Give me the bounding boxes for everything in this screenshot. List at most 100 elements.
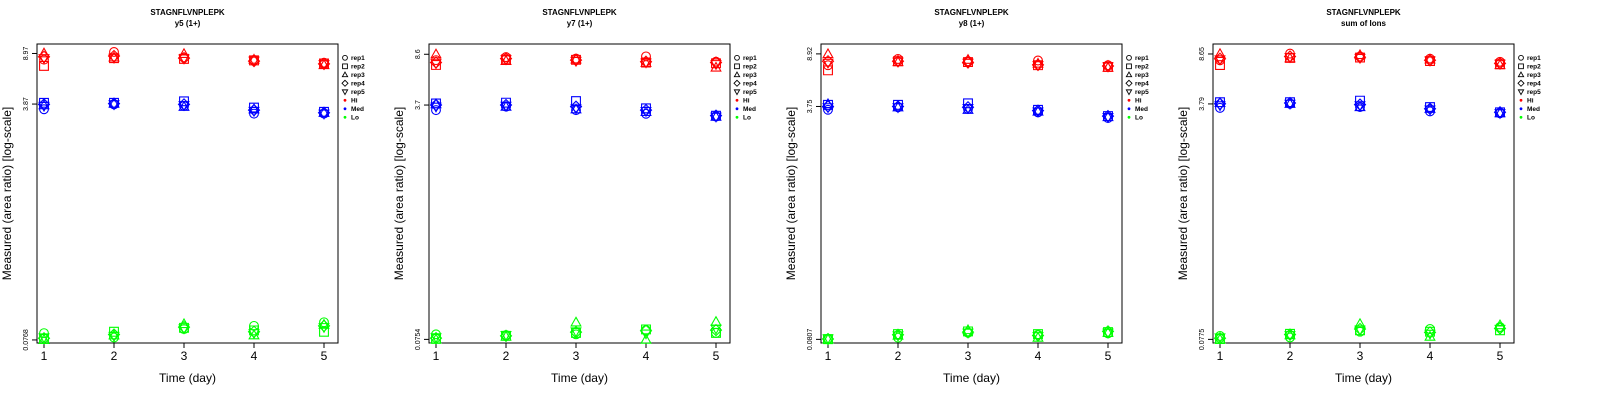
data-point bbox=[109, 47, 119, 57]
data-point bbox=[248, 103, 260, 114]
x-axis-title: Time (day) bbox=[159, 371, 216, 385]
x-axis-title: Time (day) bbox=[551, 371, 608, 385]
x-tick-label: 2 bbox=[111, 349, 118, 363]
data-point bbox=[1284, 99, 1296, 110]
data-point bbox=[108, 97, 120, 108]
legend-dot-Med bbox=[343, 107, 347, 111]
data-point bbox=[892, 331, 904, 342]
legend-label: Hi bbox=[1527, 98, 1534, 105]
data-point bbox=[1354, 101, 1366, 112]
data-point bbox=[1214, 333, 1226, 344]
legend-label: rep3 bbox=[743, 72, 757, 79]
data-point bbox=[178, 47, 190, 59]
chart-panel-1: STAGNFLVNPLEPK y5 (1+) 1 2 3 4 5 Time (day) 0.07… bbox=[0, 8, 365, 385]
data-point bbox=[640, 58, 652, 69]
legend-label: Hi bbox=[743, 98, 750, 105]
y-tick-label: 8.92 bbox=[807, 47, 814, 61]
x-tick-label: 1 bbox=[825, 349, 832, 363]
data-point bbox=[1425, 53, 1435, 64]
data-point bbox=[1284, 331, 1296, 342]
legend-label: Hi bbox=[1135, 98, 1142, 105]
data-point bbox=[570, 53, 582, 64]
data-point bbox=[1102, 328, 1114, 339]
legend-marker-rep4 bbox=[341, 79, 349, 87]
x-tick-label: 1 bbox=[1217, 349, 1224, 363]
y-tick-label: 8.6 bbox=[415, 49, 422, 59]
x-tick-label: 2 bbox=[503, 349, 510, 363]
legend-label: rep2 bbox=[351, 64, 365, 71]
chart-subtitle: y8 (1+) bbox=[959, 19, 985, 28]
legend-dot-Hi bbox=[1519, 98, 1523, 102]
legend-marker-rep4 bbox=[733, 79, 741, 87]
legend-label: Lo bbox=[743, 115, 751, 122]
data-point bbox=[500, 101, 512, 113]
x-tick-label: 4 bbox=[643, 349, 650, 363]
legend-label: rep4 bbox=[1527, 81, 1541, 88]
data-point bbox=[318, 60, 330, 71]
x-tick-label: 4 bbox=[251, 349, 258, 363]
data-point bbox=[318, 106, 330, 117]
legend-label: Med bbox=[743, 106, 756, 113]
legend-dot-Lo bbox=[343, 115, 347, 119]
x-tick-label: 1 bbox=[433, 349, 440, 363]
legend-label: Lo bbox=[1527, 115, 1535, 122]
chart-title: STAGNFLVNPLEPK bbox=[934, 8, 1009, 17]
legend-label: rep1 bbox=[743, 55, 757, 62]
data-point bbox=[1102, 62, 1114, 73]
data-point bbox=[1424, 56, 1436, 67]
data-point bbox=[500, 330, 512, 342]
plot-frame bbox=[1212, 43, 1515, 344]
data-point bbox=[1102, 110, 1114, 122]
legend-label: Med bbox=[1135, 106, 1148, 113]
y-tick-label: 3.79 bbox=[1199, 97, 1206, 111]
data-point bbox=[1032, 61, 1044, 72]
data-point bbox=[248, 329, 260, 340]
legend-label: Med bbox=[351, 106, 364, 113]
legend-label: rep4 bbox=[1135, 81, 1149, 88]
chart-subtitle: sum of Ions bbox=[1341, 19, 1386, 28]
data-point bbox=[431, 105, 441, 116]
data-point bbox=[430, 59, 442, 70]
legend-marker-rep2 bbox=[1518, 63, 1524, 70]
legend-label: Hi bbox=[351, 98, 358, 105]
data-point bbox=[640, 333, 652, 344]
data-point bbox=[892, 55, 904, 67]
chart-subtitle: y7 (1+) bbox=[567, 19, 593, 28]
legend-dot-Hi bbox=[1127, 98, 1131, 102]
data-point bbox=[1494, 324, 1506, 336]
data-point bbox=[1214, 55, 1226, 66]
data-point bbox=[640, 56, 652, 67]
data-point bbox=[1032, 105, 1044, 116]
y-tick-label: 0.0775 bbox=[1199, 329, 1206, 351]
legend-label: rep3 bbox=[351, 72, 365, 79]
legend-marker-rep3 bbox=[1125, 71, 1133, 78]
data-point bbox=[431, 60, 441, 70]
legend-label: rep5 bbox=[1527, 89, 1541, 96]
chart-title: STAGNFLVNPLEPK bbox=[542, 8, 617, 17]
legend-marker-rep4 bbox=[1517, 79, 1525, 87]
data-point bbox=[38, 333, 50, 344]
data-point bbox=[318, 323, 330, 334]
legend-marker-rep5 bbox=[1125, 89, 1133, 96]
legend-marker-rep1 bbox=[734, 54, 740, 61]
data-point bbox=[822, 103, 834, 114]
data-point bbox=[822, 58, 834, 69]
chart-title: STAGNFLVNPLEPK bbox=[150, 8, 225, 17]
legend-label: rep2 bbox=[743, 64, 757, 71]
y-tick-label: 0.0754 bbox=[415, 329, 422, 351]
legend-label: rep5 bbox=[351, 89, 365, 96]
data-point bbox=[641, 51, 651, 62]
x-tick-label: 5 bbox=[713, 349, 720, 363]
legend-marker-rep5 bbox=[341, 89, 349, 96]
data-point bbox=[39, 328, 49, 339]
data-point bbox=[570, 316, 582, 327]
data-point bbox=[248, 53, 260, 64]
legend-dot-Lo bbox=[1519, 115, 1523, 119]
x-tick-label: 3 bbox=[1357, 349, 1364, 363]
y-axis-title: Measured (area ratio) [log-scale] bbox=[0, 107, 14, 280]
data-point bbox=[1424, 53, 1436, 64]
data-point bbox=[1214, 47, 1226, 59]
data-point bbox=[1354, 53, 1366, 65]
legend-label: rep4 bbox=[351, 81, 365, 88]
legend-label: rep5 bbox=[743, 89, 757, 96]
